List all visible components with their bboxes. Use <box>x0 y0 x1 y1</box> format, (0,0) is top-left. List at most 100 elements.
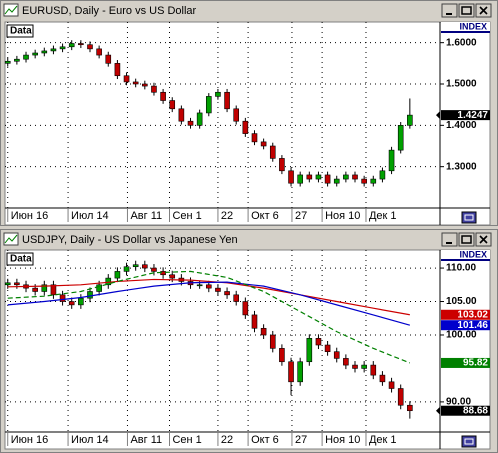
candle-body <box>370 364 377 376</box>
y-tick-label: 1.6000 <box>446 37 477 48</box>
candle-body <box>105 54 112 64</box>
candle-body <box>260 327 267 336</box>
candle-body <box>260 141 267 147</box>
candle-body <box>297 361 303 383</box>
candle-body <box>388 381 395 389</box>
candle-body <box>4 282 11 286</box>
candle-body <box>324 344 331 353</box>
x-tick-label: Июн 16 <box>11 210 49 222</box>
window-icon <box>3 232 19 246</box>
candle-body <box>114 63 121 77</box>
window-icon <box>4 5 18 15</box>
candle-body <box>215 287 221 292</box>
candle-body <box>370 178 377 184</box>
x-tick-label: 27 <box>295 210 307 222</box>
candle-body <box>233 294 240 302</box>
candle-body <box>407 114 413 126</box>
candle-body <box>142 264 148 269</box>
candle-body <box>361 178 367 184</box>
candle-body <box>297 174 303 184</box>
x-tick-label: Сен 1 <box>172 210 201 222</box>
moving-average <box>7 270 411 364</box>
candle-body <box>114 271 121 279</box>
title-bar <box>2 231 496 248</box>
last-price-box <box>441 405 490 416</box>
x-tick-label: Дек 1 <box>369 434 397 446</box>
candle-body <box>87 291 93 299</box>
x-tick-label: 22 <box>221 434 233 446</box>
candle-body <box>224 91 230 110</box>
candle-body <box>242 301 249 316</box>
candle-body <box>4 60 11 64</box>
candle-body <box>397 388 404 406</box>
candle-body <box>50 284 57 296</box>
maximize-glyph <box>461 6 472 15</box>
x-tick-label: Авг 11 <box>130 210 162 222</box>
last-price: 88.68 <box>463 405 488 416</box>
candle-body <box>96 284 102 292</box>
candle-body <box>306 338 313 363</box>
candle-body <box>32 287 38 292</box>
candle-body <box>169 274 176 279</box>
scroll-icon[interactable] <box>461 435 477 448</box>
plot-area <box>4 249 491 450</box>
candle-body <box>343 174 349 180</box>
title-bar <box>2 2 496 19</box>
axis-caption: INDEX <box>459 21 487 31</box>
minimize-button[interactable] <box>441 232 458 247</box>
candle-body <box>142 83 148 87</box>
axis-caption: INDEX <box>459 249 487 259</box>
scroll-icon[interactable] <box>461 211 477 224</box>
candle-body <box>233 108 240 122</box>
candle-body <box>343 358 349 366</box>
candle-body <box>151 267 157 272</box>
y-tick-label: 90.00 <box>446 397 471 408</box>
candle-body <box>315 338 322 346</box>
x-tick-label: Сен 1 <box>172 434 201 446</box>
ma-last-value: 101.46 <box>457 320 488 331</box>
close-glyph <box>479 235 488 244</box>
x-tick-label: Дек 1 <box>369 210 397 222</box>
minimize-button[interactable] <box>441 3 458 18</box>
y-tick-label: 110.00 <box>446 263 476 274</box>
y-tick-label: 105.00 <box>446 296 477 307</box>
x-tick-label: 22 <box>221 210 233 222</box>
ma-last-value: 103.02 <box>457 309 488 320</box>
candle-body <box>132 81 139 85</box>
candle-body <box>59 294 66 302</box>
candle-body <box>68 301 75 306</box>
x-tick-label: Июн 16 <box>11 434 49 446</box>
candle-body <box>215 91 221 97</box>
window-title: EURUSD, Daily - Euro vs US Dollar <box>22 5 197 17</box>
candle-body <box>279 158 285 172</box>
panel-label: Data <box>10 254 32 265</box>
candle-body <box>251 314 258 329</box>
scroll-icon-inner <box>464 214 474 221</box>
axis-caption-box <box>441 250 490 260</box>
candle-body <box>105 277 112 286</box>
ma-last-value-box <box>441 309 490 320</box>
candle-body <box>32 52 38 56</box>
candle-body <box>59 46 66 50</box>
candle-body <box>205 96 212 114</box>
x-tick-label: Окт 6 <box>251 434 279 446</box>
candle-body <box>279 348 285 363</box>
moving-average <box>7 281 411 326</box>
candle-body <box>333 351 340 359</box>
candle-body <box>352 364 358 369</box>
panel-label-box <box>6 252 34 266</box>
candle-body <box>123 266 130 272</box>
ma-last-value-box <box>441 320 490 331</box>
candle-body <box>269 145 276 159</box>
candle-body <box>196 284 203 287</box>
candle-body <box>361 364 367 369</box>
candle-body <box>205 284 212 289</box>
ma-last-value: 95.82 <box>463 358 488 369</box>
maximize-glyph <box>461 235 472 244</box>
x-tick-label: Ноя 10 <box>325 210 360 222</box>
candle-body <box>41 50 48 54</box>
candle-body <box>352 174 358 180</box>
candle-body <box>242 120 249 134</box>
window-icon <box>4 234 18 244</box>
